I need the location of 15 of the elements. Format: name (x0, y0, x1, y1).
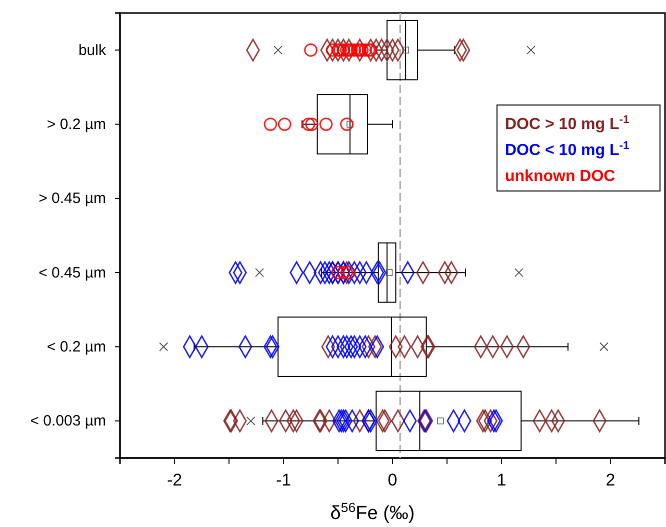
x-tick-label: 0 (388, 470, 398, 490)
y-tick-label: < 0.003 µm (30, 412, 106, 430)
x-tick-label: -1 (276, 470, 292, 490)
x-tick-label: 2 (606, 470, 616, 490)
y-tick-label: < 0.2 µm (46, 338, 106, 356)
y-tick-label: > 0.45 µm (38, 190, 106, 208)
x-tick-label: 1 (496, 470, 506, 490)
text: DOC > 10 mg L$^{-1}$ (505, 114, 630, 133)
text: unknown DOC (505, 168, 616, 185)
x-tick-label: -2 (166, 470, 182, 490)
x-axis-title: δ$^{56}$Fe (‰) (330, 500, 415, 524)
text: DOC < 10 mg L$^{-1}$ (505, 140, 630, 159)
y-tick-label: > 0.2 µm (46, 116, 106, 134)
y-tick-label: bulk (78, 42, 106, 59)
y-tick-label: < 0.45 µm (38, 264, 106, 282)
